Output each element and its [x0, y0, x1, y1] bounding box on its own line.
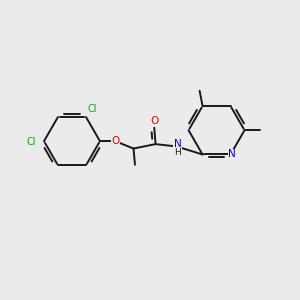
- Text: Cl: Cl: [88, 104, 97, 114]
- Text: H: H: [175, 148, 181, 158]
- Text: O: O: [150, 116, 158, 126]
- Text: O: O: [111, 136, 119, 146]
- Text: N: N: [174, 139, 182, 149]
- Text: Cl: Cl: [27, 137, 36, 147]
- Text: N: N: [228, 149, 236, 160]
